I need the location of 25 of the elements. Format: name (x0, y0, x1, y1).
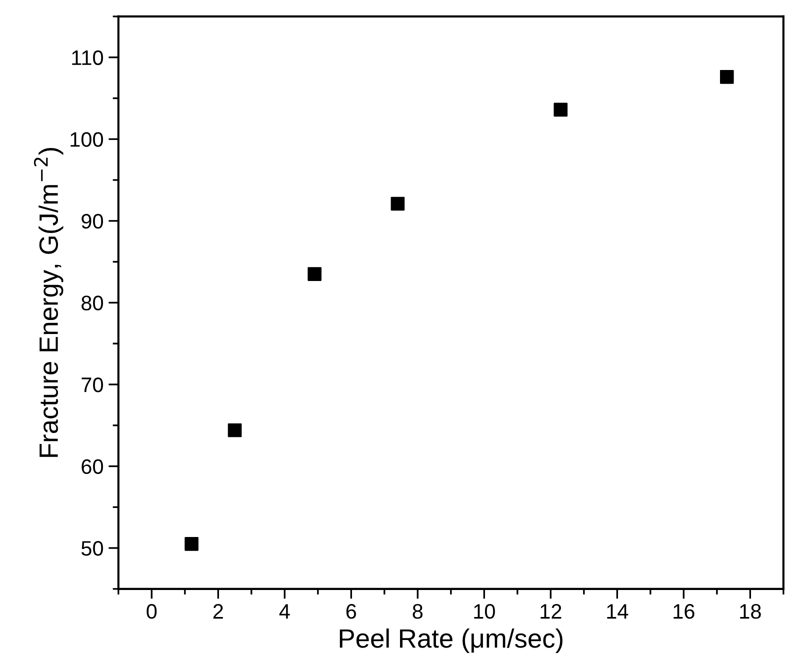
x-tick-label: 4 (279, 604, 290, 619)
x-tick-label: 10 (474, 604, 495, 619)
x-tick-label: 18 (740, 604, 761, 619)
x-tick-label: 14 (607, 604, 628, 619)
y-tick-label: 100 (70, 132, 104, 147)
x-tick-label: 12 (540, 604, 562, 619)
point (720, 70, 734, 84)
point (308, 267, 322, 281)
x-tick-label: 2 (213, 604, 223, 619)
x-tick-label: 0 (146, 604, 157, 619)
y-tick-label: 90 (82, 214, 104, 229)
point (228, 423, 242, 438)
point (554, 102, 568, 117)
y-tick-label: 80 (82, 296, 104, 310)
point (390, 196, 405, 211)
y-tick-label: 60 (82, 459, 104, 474)
x-tick-label: 16 (674, 604, 694, 619)
y-tick-label: 110 (72, 50, 104, 66)
x-tick-label: 8 (412, 604, 423, 619)
y-tick-label: 50 (81, 541, 104, 556)
x-tick-label: 6 (346, 604, 356, 619)
y-axis-title: Fracture Energy, G(J/m$^{−2}$) (34, 148, 64, 457)
y-tick-label: 70 (82, 377, 104, 392)
x-axis-title: Peel Rate (μm/sec) (340, 628, 562, 654)
point (184, 537, 198, 551)
